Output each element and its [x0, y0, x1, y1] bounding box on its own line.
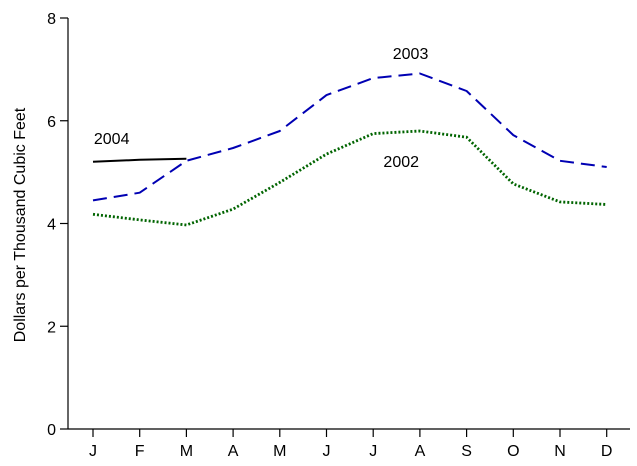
x-tick-label: N	[554, 443, 566, 460]
x-tick-label: O	[507, 443, 519, 460]
x-tick-label: M	[180, 443, 193, 460]
y-tick-label: 4	[47, 217, 56, 234]
x-tick-label: F	[135, 443, 145, 460]
x-tick-label: D	[601, 443, 613, 460]
x-tick-label: J	[369, 443, 377, 460]
series-label-2002: 2002	[383, 154, 419, 171]
y-tick-label: 8	[47, 11, 56, 28]
series-line-2004	[92, 157, 187, 163]
series-layer: 2004 2003 2002	[92, 46, 607, 227]
y-axis-label: Dollars per Thousand Cubic Feet	[12, 107, 29, 342]
x-tick-label: J	[89, 443, 97, 460]
y-axis: 0 2 4 6 8	[47, 11, 69, 439]
x-tick-label: J	[323, 443, 331, 460]
y-ticks: 0 2 4 6 8	[47, 11, 68, 439]
y-tick-label: 2	[47, 319, 56, 336]
x-tick-label: A	[415, 443, 426, 460]
y-tick-label: 0	[47, 422, 56, 439]
x-tick-label: M	[273, 443, 286, 460]
series-label-2004: 2004	[94, 131, 130, 148]
series-line-2003	[92, 72, 607, 202]
x-tick-label: A	[228, 443, 239, 460]
series-label-2003: 2003	[393, 46, 429, 63]
x-tick-label: S	[461, 443, 472, 460]
y-tick-label: 6	[47, 114, 56, 131]
series-line-2002	[92, 129, 607, 227]
